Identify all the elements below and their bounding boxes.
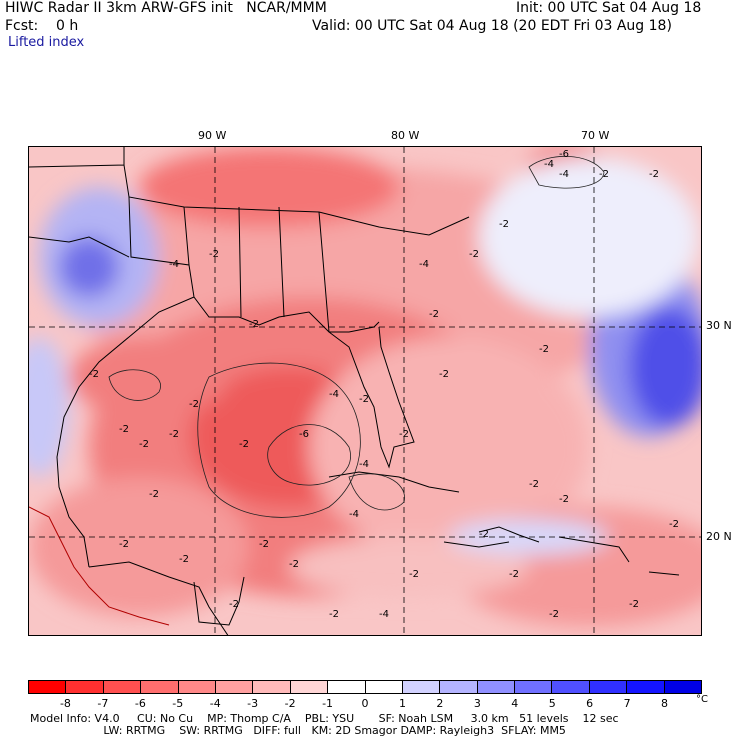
shading-layer <box>29 147 701 627</box>
contour-label: -2 <box>329 609 339 620</box>
colorbar-tick-label: 0 <box>361 697 369 710</box>
contour-label: -2 <box>179 554 189 565</box>
contour-label: -2 <box>649 169 659 180</box>
colorbar-tick-label: -6 <box>134 697 146 710</box>
model-title: HIWC Radar II 3km ARW-GFS init NCAR/MMM <box>5 0 327 16</box>
colorbar-tick-label: 7 <box>623 697 631 710</box>
contour-label: -4 <box>419 259 429 270</box>
colorbar-tick-label: 6 <box>586 697 594 710</box>
colorbar-cell <box>551 681 589 693</box>
contour-label: -2 <box>139 439 149 450</box>
contour-label: -2 <box>119 539 129 550</box>
contour-label: -6 <box>299 429 309 440</box>
colorbar-cell <box>140 681 178 693</box>
colorbar-tick-label: 5 <box>548 697 556 710</box>
lon-label-70w: 70 W <box>581 129 610 142</box>
colorbar-tick-label: -7 <box>97 697 109 710</box>
contour-label: -2 <box>169 429 179 440</box>
colorbar-tick-label: -5 <box>172 697 184 710</box>
contour-label: -2 <box>469 249 479 260</box>
contour-label: -2 <box>289 559 299 570</box>
contour-lines <box>108 155 605 518</box>
colorbar-tick-label: -8 <box>59 697 71 710</box>
contour-label: -2 <box>559 494 569 505</box>
contour-label: -4 <box>349 509 359 520</box>
field-name: Lifted index <box>8 35 85 50</box>
colorbar-tick-label: 8 <box>661 697 669 710</box>
colorbar-tick-label: 3 <box>473 697 481 710</box>
colorbar-tick-label: -1 <box>322 697 334 710</box>
colorbar-cell <box>514 681 552 693</box>
contour-label: -2 <box>479 529 489 540</box>
colorbar-tick-label: 1 <box>398 697 406 710</box>
colorbar-cell <box>29 681 66 693</box>
contour-label: -2 <box>239 439 249 450</box>
colorbar-cell <box>214 681 253 693</box>
contour-label: -2 <box>499 219 509 230</box>
contour-label: -2 <box>669 519 679 530</box>
valid-time: Valid: 00 UTC Sat 04 Aug 18 (20 EDT Fri … <box>312 18 672 34</box>
contour-label: -2 <box>249 319 259 330</box>
colorbar-unit: °C <box>696 694 708 705</box>
land-borders <box>29 147 680 635</box>
contour-label: -2 <box>599 169 609 180</box>
colorbar-tick-label: 4 <box>511 697 519 710</box>
colorbar-tick-label: 2 <box>436 697 444 710</box>
contour-label: -2 <box>539 344 549 355</box>
contour-label: -2 <box>259 539 269 550</box>
colorbar-tick-label: -3 <box>247 697 259 710</box>
contour-label: -4 <box>544 159 554 170</box>
contour-label: -2 <box>509 569 519 580</box>
contour-label: -2 <box>209 249 219 260</box>
contour-label: -2 <box>359 394 369 405</box>
colorbar <box>28 680 702 694</box>
colorbar-cell <box>177 681 215 693</box>
contour-label: -2 <box>399 429 409 440</box>
colorbar-cell <box>102 681 141 693</box>
colorbar-cell <box>252 681 290 693</box>
contour-labels: -6 -4 -4 -2 -2 -2 -2 -2 -4 -2 -4 -2 -2 -2 -6 -4 -4 -2 -2 -2… <box>89 149 679 620</box>
mexico-coast <box>29 506 170 626</box>
contour-label: -4 <box>169 259 179 270</box>
contour-label: -2 <box>229 599 239 610</box>
colorbar-cell <box>327 681 365 693</box>
colorbar-cell <box>289 681 328 693</box>
colorbar-cell <box>588 681 627 693</box>
colorbar-tick-label: -4 <box>209 697 221 710</box>
grid-lines <box>29 147 701 635</box>
contour-label: -2 <box>119 424 129 435</box>
contour-label: -4 <box>379 609 389 620</box>
lifted-index-map: -6 -4 -4 -2 -2 -2 -2 -2 -4 -2 -4 -2 -2 -2 -6 -4 -4 -2 -2 -2… <box>29 147 701 635</box>
colorbar-cell <box>439 681 477 693</box>
lon-label-80w: 80 W <box>391 129 420 142</box>
contour-label: -2 <box>439 369 449 380</box>
contour-label: -4 <box>559 169 569 180</box>
model-info-line1: Model Info: V4.0 CU: No Cu MP: Thomp C/A… <box>30 712 619 725</box>
contour-label: -4 <box>329 389 339 400</box>
init-time: Init: 00 UTC Sat 04 Aug 18 <box>516 0 702 16</box>
contour-label: -2 <box>549 609 559 620</box>
contour-label: -4 <box>359 459 369 470</box>
colorbar-cell <box>401 681 440 693</box>
lat-label-20n: 20 N <box>706 530 732 543</box>
contour-label: -2 <box>89 369 99 380</box>
map-panel[interactable]: -6 -4 -4 -2 -2 -2 -2 -2 -4 -2 -4 -2 -2 -2 -6 -4 -4 -2 -2 -2… <box>28 146 702 636</box>
lon-label-90w: 90 W <box>198 129 227 142</box>
contour-label: -2 <box>149 489 159 500</box>
colorbar-cell <box>364 681 402 693</box>
forecast-hour: Fcst: 0 h <box>5 18 79 34</box>
contour-label: -2 <box>189 399 199 410</box>
colorbar-cell <box>476 681 515 693</box>
contour-label: -2 <box>429 309 439 320</box>
lat-label-30n: 30 N <box>706 319 732 332</box>
contour-label: -2 <box>529 479 539 490</box>
colorbar-tick-label: -2 <box>284 697 296 710</box>
colorbar-cell <box>663 681 702 693</box>
contour-label: -2 <box>629 599 639 610</box>
model-info-line2: LW: RRTMG SW: RRTMG DIFF: full KM: 2D Sm… <box>30 724 566 737</box>
contour-label: -2 <box>409 569 419 580</box>
colorbar-cell <box>626 681 664 693</box>
contour-label: -6 <box>559 149 569 160</box>
colorbar-cell <box>65 681 103 693</box>
